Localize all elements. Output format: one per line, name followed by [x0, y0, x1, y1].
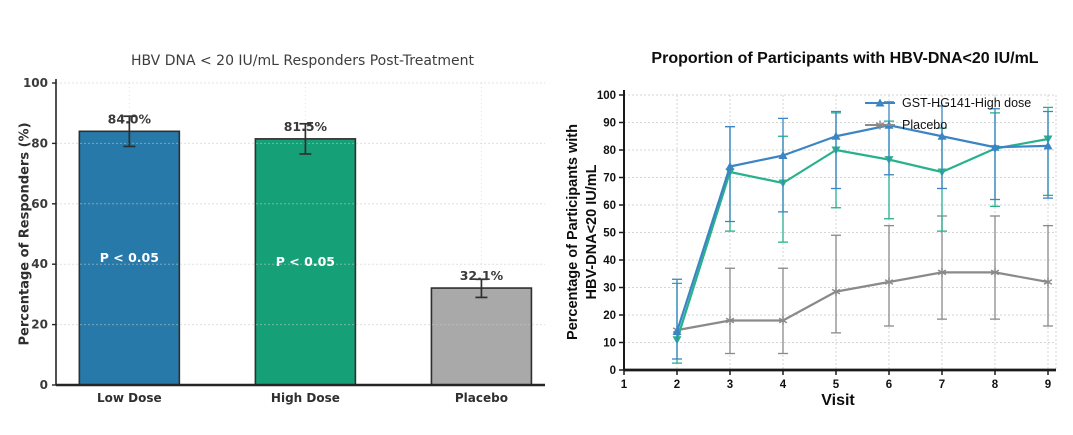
marker-placebo-visit-8	[990, 267, 1000, 277]
line-x-tick-label-8: 8	[992, 379, 999, 391]
bar-annotation-low-dose: P < 0.05	[100, 250, 159, 265]
error-bar-placebo-visit-5	[831, 234, 841, 334]
legend-marker-placebo	[875, 120, 885, 130]
marker-placebo-visit-6	[884, 277, 894, 287]
marker-gst-hg141-high-dose-visit-4	[778, 151, 788, 159]
bar-chart-y-axis-label: Percentage of Responders (%)	[17, 122, 33, 346]
bar-value-label-low-dose: 84.0%	[108, 111, 152, 126]
bar-high-dose	[254, 138, 357, 386]
bar-annotation-high-dose: P < 0.05	[276, 254, 335, 269]
bar-placebo	[430, 287, 533, 386]
marker-gst-hg141-high-dose-visit-5	[831, 131, 841, 140]
error-bar-placebo	[475, 278, 488, 299]
line-x-tick-label-5: 5	[833, 379, 840, 391]
line-y-tick-label-10: 10	[603, 338, 616, 350]
line-chart-x-axis-label: Visit	[821, 392, 855, 409]
marker-placebo-visit-9	[1043, 277, 1053, 287]
marker-gst-hg141-high-dose-visit-7	[937, 131, 947, 140]
bar-value-label-high-dose: 81.5%	[284, 119, 328, 134]
bar-y-tick-label-100: 100	[23, 76, 48, 90]
line-x-tick-label-6: 6	[886, 379, 892, 391]
error-bar-gst-hg141-high-dose-visit-8	[990, 108, 1000, 201]
bar-y-tick-label-0: 0	[40, 378, 48, 392]
legend-item-placebo: Placebo	[865, 118, 947, 132]
error-bar-low-dose	[123, 115, 136, 148]
error-bar-placebo-visit-8	[990, 215, 1000, 320]
line-chart-y-axis-label: Percentage of Participants with HBV-DNA<…	[564, 124, 602, 340]
line-chart-title: Proportion of Participants with HBV-DNA<…	[651, 50, 1039, 67]
line-x-tick-label-3: 3	[727, 379, 733, 391]
line-x-tick-label-2: 2	[674, 379, 680, 391]
error-bar-placebo-visit-9	[1043, 224, 1053, 327]
line-y-tick-label-50: 50	[603, 228, 616, 240]
bar-y-tick-label-40: 40	[31, 257, 48, 271]
bar-y-tick-label-20: 20	[31, 318, 48, 332]
legend-label-gst-hg141-high-dose: GST-HG141-High dose	[902, 96, 1031, 110]
marker-placebo-visit-4	[778, 316, 788, 325]
bar-error-bars	[123, 115, 488, 299]
bar-y-tick-label-60: 60	[31, 197, 48, 211]
marker-gst-hg141-high-dose-visit-9	[1043, 141, 1053, 150]
series-gst-hg141-high-dose	[672, 101, 1053, 360]
line-y-tick-label-60: 60	[603, 200, 616, 212]
line-y-tick-label-30: 30	[603, 283, 616, 295]
line-y-tick-label-20: 20	[603, 310, 616, 322]
error-bar-placebo-visit-6	[884, 224, 894, 327]
error-bar-gst-hg141-high-dose-visit-9	[1043, 110, 1053, 199]
line-x-tick-label-1: 1	[621, 379, 628, 391]
line-x-tick-label-7: 7	[939, 379, 945, 391]
bar-y-tick-label-80: 80	[31, 136, 48, 150]
error-bar-placebo-visit-4	[778, 267, 788, 355]
line-x-tick-label-9: 9	[1045, 379, 1051, 391]
line-y-tick-label-40: 40	[603, 255, 616, 267]
bar-low-dose	[78, 130, 181, 386]
error-bar-gst-hg141-high-dose-visit-7	[937, 105, 947, 190]
bar-value-label-placebo: 32.1%	[460, 268, 504, 283]
line-chart-y-axis-label-line1: Percentage of Participants with	[565, 124, 582, 340]
line-x-tick-label-4: 4	[780, 379, 787, 391]
line-chart-legend: GST-HG141-High dose Placebo	[865, 96, 1031, 132]
marker-gst-hg141-high-dose-visit-2	[672, 327, 682, 335]
line-chart-figure: 0 10 20 30 40 50 60 70 80 90 100 1 2 3 4 5 6 7 8 9 GST-HG141…	[555, 40, 1073, 435]
bar-category-label-placebo: Placebo	[455, 391, 508, 405]
line-chart-y-axis-label-line2: HBV-DNA<20 IU/mL	[584, 164, 600, 300]
error-bar-gst-hg141-high-dose-visit-4	[778, 117, 788, 213]
error-bar-placebo-visit-3	[725, 267, 735, 355]
error-bar-gst-hg141-high-dose-visit-5	[831, 110, 841, 190]
bar-grid-horizontal	[56, 82, 545, 326]
legend-item-gst-hg141-high-dose: GST-HG141-High dose	[865, 96, 1031, 110]
line-y-tick-label-70: 70	[603, 173, 616, 185]
bar-chart-figure: 0 20 40 60 80 100 84.0% P < 0.05 Low Dose 81.5% P …	[10, 45, 555, 430]
error-bar-gst-hg141-high-dose-visit-3	[725, 125, 735, 223]
marker-placebo-visit-3	[725, 316, 735, 325]
line-y-tick-label-80: 80	[603, 145, 616, 157]
bar-chart-plot: 0 20 40 60 80 100 84.0% P < 0.05 Low Dose 81.5% P …	[23, 76, 545, 405]
line-y-tick-label-90: 90	[603, 118, 616, 130]
line-y-tick-label-100: 100	[597, 90, 616, 102]
marker-placebo-visit-7	[937, 267, 947, 277]
bar-chart-title: HBV DNA < 20 IU/mL Responders Post-Treat…	[130, 53, 475, 69]
series-line-placebo	[676, 271, 1049, 332]
series-line-gst-hg141-high-dose	[675, 124, 1049, 332]
legend-label-placebo: Placebo	[902, 118, 947, 132]
error-bar-gst-hg141-high-dose-visit-2	[672, 278, 682, 360]
bar-category-label-low-dose: Low Dose	[97, 391, 162, 405]
line-chart-plot: 0 10 20 30 40 50 60 70 80 90 100 1 2 3 4 5 6 7 8 9 GST-HG141…	[597, 90, 1057, 391]
bar-category-label-high-dose: High Dose	[271, 391, 340, 405]
error-bar-gst-hg141-high-dose-visit-6	[884, 101, 894, 176]
marker-placebo-visit-5	[831, 287, 841, 297]
marker-gst-hg141-high-dose-visit-3	[725, 162, 735, 170]
error-bar-high-dose	[299, 122, 312, 155]
series-line-unlabeled-series	[675, 137, 1049, 341]
marker-gst-hg141-high-dose-visit-8	[990, 142, 1000, 151]
legend-marker-gst-hg141-high-dose	[875, 98, 885, 107]
line-y-tick-label-0: 0	[610, 365, 616, 377]
